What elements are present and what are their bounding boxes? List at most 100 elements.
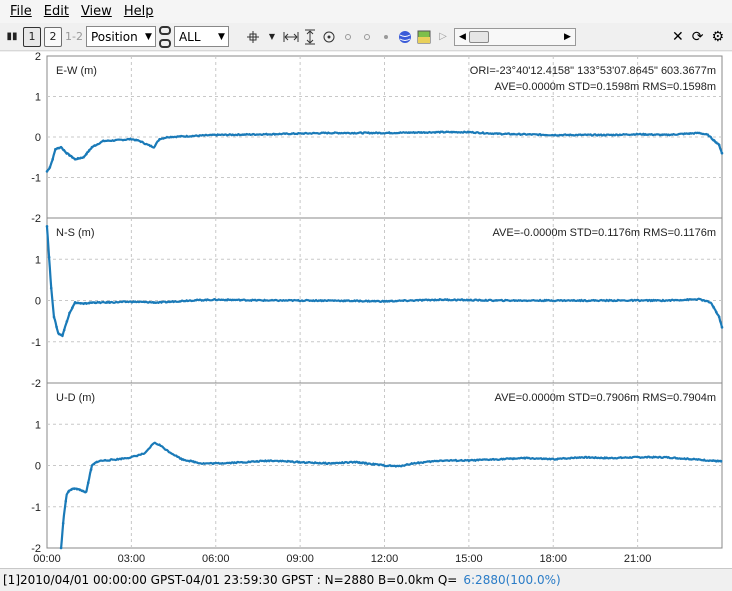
- stats-label: AVE=-0.0000m STD=0.1176m RMS=0.1176m: [493, 227, 716, 239]
- data-point: [56, 146, 60, 150]
- menu-help[interactable]: Help: [118, 0, 160, 23]
- data-point: [89, 468, 93, 471]
- center-icon[interactable]: [245, 27, 261, 47]
- data-point: [54, 147, 57, 151]
- globe-icon[interactable]: [397, 27, 413, 47]
- menu-edit[interactable]: Edit: [38, 0, 75, 23]
- y-tick-label: -2: [31, 543, 41, 555]
- x-tick-label: 21:00: [624, 553, 652, 565]
- data-point: [70, 488, 73, 491]
- pause-icon[interactable]: ▮▮: [6, 31, 18, 42]
- x-tick-label: 12:00: [371, 553, 399, 565]
- data-point: [95, 460, 98, 464]
- data-point: [92, 462, 96, 466]
- menu-help-label: Help: [123, 4, 154, 19]
- data-point: [85, 152, 88, 156]
- status-quality: 6:2880(100.0%): [463, 573, 561, 587]
- y-tick-label: 1: [35, 419, 41, 431]
- data-point: [79, 302, 83, 305]
- data-point: [52, 315, 56, 319]
- data-point: [49, 286, 53, 290]
- slider-thumb[interactable]: [468, 30, 489, 43]
- data-point: [82, 155, 85, 159]
- plot-1-button[interactable]: 1: [23, 26, 41, 47]
- small-circle-icon-2[interactable]: [359, 27, 375, 47]
- data-point: [71, 306, 74, 310]
- x-tick-label: 15:00: [455, 553, 483, 565]
- y-tick-label: 2: [35, 52, 41, 63]
- data-point: [57, 332, 61, 336]
- quality-select[interactable]: ALL ▼: [173, 26, 229, 47]
- data-point: [717, 143, 721, 147]
- link-icon[interactable]: [158, 25, 171, 48]
- menu-bar: File Edit View Help: [0, 0, 732, 23]
- data-point: [76, 301, 80, 305]
- play-icon[interactable]: ▷: [439, 31, 447, 42]
- data-point: [716, 459, 720, 463]
- map-icon[interactable]: [416, 27, 432, 47]
- data-point: [715, 141, 718, 144]
- data-point: [712, 306, 715, 309]
- slider-right-icon[interactable]: ▶: [564, 31, 571, 42]
- toolbar: ▮▮ 1 2 1-2 Position ▼ ALL ▼ ▼ ▷ ◀ ▶ ✕ ⟳ …: [0, 23, 732, 51]
- refresh-icon[interactable]: ⟳: [691, 28, 704, 45]
- data-point: [60, 333, 63, 337]
- data-point: [75, 487, 79, 491]
- plot-2-button[interactable]: 2: [44, 26, 62, 47]
- menu-file-label: File: [10, 4, 32, 19]
- x-tick-label: 03:00: [118, 553, 146, 565]
- target-icon[interactable]: [321, 27, 337, 47]
- data-point: [68, 153, 71, 157]
- menu-file[interactable]: File: [4, 0, 38, 23]
- data-point: [85, 302, 88, 305]
- y-tick-label: 0: [35, 461, 41, 473]
- data-point: [72, 487, 76, 490]
- dropdown-arrow-icon[interactable]: ▼: [268, 32, 276, 41]
- data-point: [720, 326, 724, 329]
- plot-type-select[interactable]: Position ▼: [85, 26, 156, 47]
- y-tick-label: 0: [35, 296, 41, 308]
- data-point: [90, 145, 94, 149]
- plot-type-value: Position: [90, 29, 138, 44]
- plot-1-2-button[interactable]: 1-2: [65, 30, 83, 43]
- gear-icon[interactable]: ⚙: [711, 28, 724, 45]
- data-point: [45, 224, 49, 228]
- quality-value: ALL: [178, 29, 201, 44]
- data-point: [93, 301, 97, 304]
- x-tick-label: 09:00: [286, 553, 314, 565]
- data-point: [61, 521, 65, 525]
- data-point: [86, 481, 90, 484]
- time-slider[interactable]: ◀ ▶: [453, 27, 576, 46]
- data-point: [51, 157, 54, 161]
- fit-vertical-icon[interactable]: [302, 27, 318, 47]
- right-tools: ✕ ⟳ ⚙: [672, 29, 732, 45]
- data-point: [71, 155, 74, 159]
- data-point: [65, 151, 68, 155]
- data-point: [90, 301, 94, 304]
- x-tick-label: 00:00: [33, 553, 61, 565]
- data-point: [65, 320, 69, 323]
- data-point: [59, 546, 63, 550]
- menu-view[interactable]: View: [75, 0, 118, 23]
- series-line: [46, 130, 724, 172]
- y-tick-label: 0: [35, 132, 41, 144]
- plot-canvas[interactable]: 2 1 0 -1 -2 E-W (m) ORI=-23°40'12.4158" 133°53…: [0, 52, 732, 568]
- data-point: [73, 301, 77, 304]
- data-point: [87, 301, 91, 305]
- small-circle-icon[interactable]: [340, 27, 356, 47]
- data-point: [73, 157, 77, 161]
- y-tick-label: -1: [31, 337, 41, 349]
- menu-view-label: View: [80, 4, 112, 19]
- close-icon[interactable]: ✕: [671, 28, 684, 45]
- data-point: [48, 166, 52, 169]
- data-point: [84, 490, 87, 494]
- data-point: [714, 459, 717, 463]
- fit-horizontal-icon[interactable]: [283, 27, 299, 47]
- dot-icon[interactable]: [378, 27, 394, 47]
- data-point: [62, 328, 66, 332]
- origin-label: ORI=-23°40'12.4158" 133°53'07.8645" 603.…: [470, 65, 716, 77]
- x-tick-label: 06:00: [202, 553, 230, 565]
- data-point: [715, 310, 718, 314]
- panel-title: U-D (m): [56, 392, 95, 404]
- slider-left-icon[interactable]: ◀: [458, 31, 466, 42]
